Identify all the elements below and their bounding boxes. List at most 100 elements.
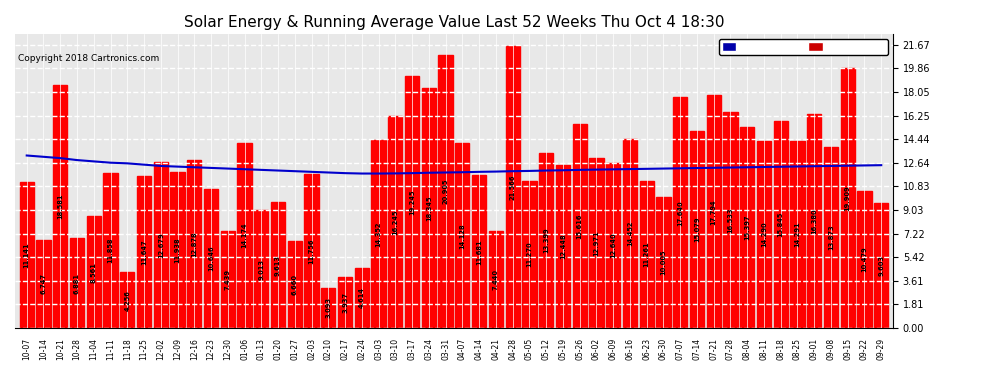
Text: 4.614: 4.614: [358, 287, 365, 308]
Text: 14.174: 14.174: [242, 223, 248, 248]
Bar: [790, 141, 805, 328]
Text: 13.399: 13.399: [544, 228, 549, 253]
Bar: [690, 131, 704, 328]
Text: 20.905: 20.905: [443, 178, 448, 204]
Bar: [623, 139, 637, 328]
Text: 6.747: 6.747: [41, 273, 47, 294]
Text: 9.613: 9.613: [275, 255, 281, 276]
Bar: [53, 85, 67, 328]
Bar: [539, 153, 553, 328]
Bar: [555, 165, 570, 328]
Bar: [187, 160, 201, 328]
Title: Solar Energy & Running Average Value Last 52 Weeks Thu Oct 4 18:30: Solar Energy & Running Average Value Las…: [184, 15, 725, 30]
Bar: [455, 143, 469, 328]
Bar: [523, 181, 537, 328]
Text: 17.640: 17.640: [677, 200, 683, 225]
Bar: [857, 191, 871, 328]
Text: 11.141: 11.141: [24, 242, 30, 268]
Text: 18.581: 18.581: [57, 194, 63, 219]
Bar: [572, 124, 587, 328]
Bar: [321, 288, 336, 328]
Text: 12.640: 12.640: [610, 232, 616, 258]
Bar: [87, 216, 101, 328]
Bar: [20, 182, 34, 328]
Legend: Average ($), Weekly ($): Average ($), Weekly ($): [719, 39, 888, 55]
Bar: [656, 197, 670, 328]
Bar: [874, 202, 888, 328]
Bar: [405, 76, 419, 328]
Text: 14.291: 14.291: [794, 222, 801, 248]
Text: 19.909: 19.909: [844, 185, 850, 211]
Bar: [589, 159, 604, 328]
Text: 14.128: 14.128: [459, 223, 465, 249]
Bar: [756, 141, 771, 328]
Text: 15.397: 15.397: [744, 214, 750, 240]
Text: 6.660: 6.660: [292, 274, 298, 295]
Bar: [824, 147, 839, 328]
Text: 9.013: 9.013: [258, 259, 264, 280]
Text: 8.561: 8.561: [91, 262, 97, 282]
Text: 9.603: 9.603: [878, 255, 884, 276]
Bar: [221, 231, 235, 328]
Bar: [153, 162, 168, 328]
Bar: [841, 68, 854, 328]
Text: 16.380: 16.380: [811, 208, 817, 234]
Text: 11.270: 11.270: [527, 242, 533, 267]
Bar: [472, 176, 486, 328]
Bar: [204, 189, 218, 328]
Text: 15.079: 15.079: [694, 217, 700, 242]
Text: 11.681: 11.681: [476, 239, 482, 264]
Bar: [37, 240, 50, 328]
Text: 14.452: 14.452: [627, 221, 633, 246]
Bar: [338, 277, 352, 328]
Text: 3.093: 3.093: [326, 297, 332, 318]
Text: 10.646: 10.646: [208, 246, 214, 271]
Text: 11.756: 11.756: [309, 238, 315, 264]
Text: 7.440: 7.440: [493, 269, 499, 290]
Bar: [640, 181, 653, 328]
Text: 12.448: 12.448: [560, 234, 566, 260]
Text: 19.245: 19.245: [409, 189, 415, 215]
Bar: [120, 272, 135, 328]
Text: 11.938: 11.938: [174, 237, 180, 263]
Text: 6.881: 6.881: [74, 273, 80, 294]
Bar: [288, 241, 302, 328]
Text: 15.845: 15.845: [778, 212, 784, 237]
Bar: [305, 174, 319, 328]
Text: 12.878: 12.878: [191, 231, 197, 256]
Bar: [807, 114, 822, 328]
Bar: [673, 98, 687, 328]
Text: 10.479: 10.479: [861, 247, 867, 272]
Bar: [773, 121, 788, 328]
Bar: [707, 96, 721, 328]
Bar: [724, 112, 738, 328]
Text: 11.261: 11.261: [644, 242, 649, 267]
Bar: [170, 172, 185, 328]
Text: 12.679: 12.679: [157, 232, 163, 258]
Bar: [271, 202, 285, 328]
Bar: [741, 127, 754, 328]
Text: 15.616: 15.616: [576, 213, 583, 239]
Bar: [489, 231, 503, 328]
Bar: [371, 141, 386, 328]
Bar: [354, 268, 369, 328]
Text: 7.439: 7.439: [225, 269, 231, 290]
Bar: [422, 88, 436, 328]
Bar: [254, 210, 268, 328]
Text: 16.245: 16.245: [392, 209, 398, 235]
Bar: [137, 176, 151, 328]
Text: 14.352: 14.352: [375, 222, 381, 247]
Text: 13.873: 13.873: [828, 225, 834, 250]
Text: 14.290: 14.290: [761, 222, 767, 248]
Text: 17.794: 17.794: [711, 199, 717, 225]
Bar: [606, 163, 621, 328]
Text: 4.256: 4.256: [125, 290, 131, 310]
Text: Copyright 2018 Cartronics.com: Copyright 2018 Cartronics.com: [19, 54, 159, 63]
Text: 3.937: 3.937: [343, 292, 348, 313]
Text: 11.858: 11.858: [108, 238, 114, 263]
Text: 11.647: 11.647: [141, 239, 148, 265]
Bar: [388, 116, 403, 328]
Bar: [103, 173, 118, 328]
Text: 12.971: 12.971: [593, 231, 599, 256]
Text: 21.566: 21.566: [510, 174, 516, 200]
